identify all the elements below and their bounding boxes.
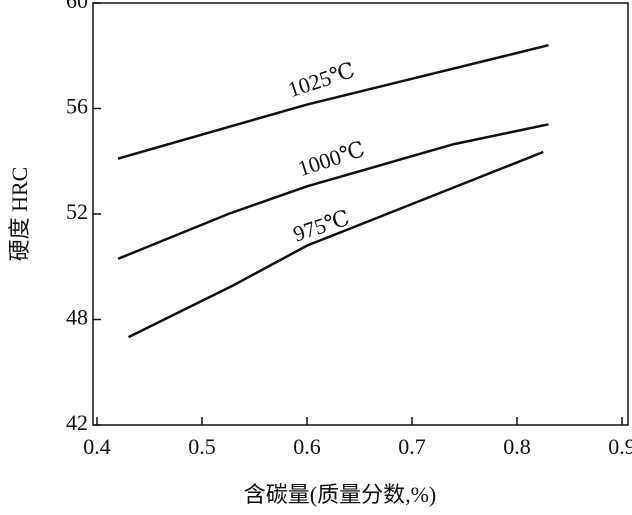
series-label: 1000℃ (295, 136, 368, 181)
x-tick-label: 0.7 (398, 434, 426, 459)
x-tick-label: 0.6 (293, 434, 321, 459)
y-tick-label: 48 (66, 305, 88, 330)
x-tick-label: 0.8 (503, 434, 531, 459)
x-axis-label: 含碳量(质量分数,%) (244, 482, 436, 507)
y-tick-label: 52 (66, 199, 88, 224)
y-tick-label: 42 (66, 410, 88, 435)
line (117, 43, 549, 160)
x-tick-label: 0.9 (608, 434, 632, 459)
line (127, 150, 544, 339)
plot-frame (92, 2, 629, 426)
y-tick-label: 56 (66, 94, 88, 119)
x-tick-label: 0.5 (188, 434, 216, 459)
y-tick-label: 60 (66, 0, 88, 13)
line (117, 123, 549, 260)
y-axis-label: 硬度 HRC (7, 167, 32, 262)
x-tick-label: 0.4 (83, 434, 111, 459)
